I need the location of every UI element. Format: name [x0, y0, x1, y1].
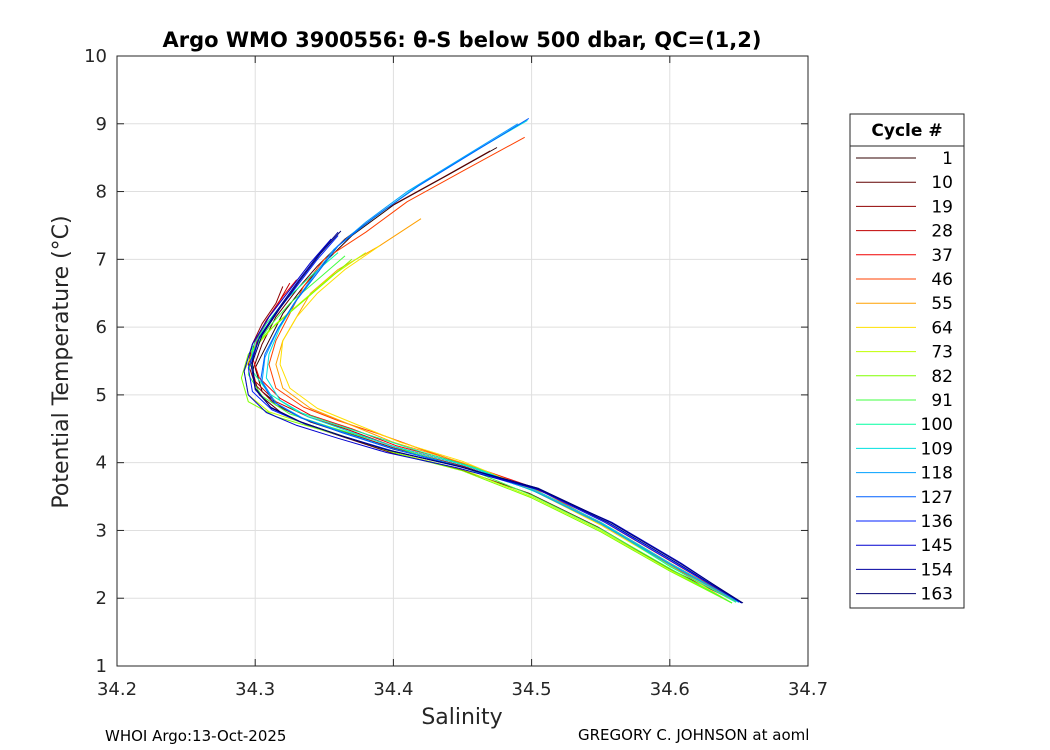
- y-tick-label: 7: [96, 249, 107, 270]
- y-tick-label: 10: [84, 46, 107, 67]
- y-axis-ticks: 1 2 3 4 5 6 7 8 9 10: [84, 46, 808, 677]
- legend-box: [849, 113, 965, 609]
- series-lines: [240, 117, 744, 604]
- legend-title: Cycle #: [871, 121, 942, 141]
- series-line-cycle-163: [251, 230, 744, 604]
- series-line-cycle-46: [268, 136, 740, 603]
- series-line-cycle-118: [261, 123, 740, 603]
- x-tick-label: 34.3: [235, 679, 275, 700]
- chart-title: Argo WMO 3900556: θ-S below 500 dbar, QC…: [163, 28, 762, 52]
- legend-entry-label: 100: [921, 415, 953, 435]
- series-line-cycle-82: [240, 258, 733, 604]
- legend-entry-label: 91: [931, 391, 953, 411]
- y-tick-label: 4: [96, 453, 107, 474]
- legend-entry-label: 145: [921, 536, 953, 556]
- series-line-cycle-55: [275, 218, 737, 603]
- legend-entry-label: 1: [942, 149, 953, 169]
- series-line-cycle-64: [279, 245, 733, 604]
- x-tick-label: 34.6: [650, 679, 690, 700]
- x-tick-label: 34.5: [512, 679, 552, 700]
- legend: Cycle # 1 10 19 28 37 46 55 64 73 82 91 100 109 118 12…: [849, 113, 965, 609]
- legend-entry-label: 82: [931, 367, 953, 387]
- series-line-cycle-1: [254, 147, 740, 603]
- legend-items: 1 10 19 28 37 46 55 64 73 82 91 100 109 118 127 136 145 1…: [856, 149, 953, 605]
- legend-entry-label: 163: [921, 585, 953, 605]
- series-line-cycle-154: [250, 231, 742, 604]
- legend-entry-label: 154: [921, 560, 953, 580]
- legend-entry-label: 64: [931, 318, 953, 338]
- y-tick-label: 8: [96, 182, 107, 203]
- legend-entry-label: 136: [921, 512, 953, 532]
- footer-right: GREGORY C. JOHNSON at aoml: [578, 726, 809, 744]
- y-axis-label: Potential Temperature (°C): [49, 215, 74, 508]
- series-line-cycle-100: [251, 252, 737, 603]
- y-tick-label: 5: [96, 385, 107, 406]
- series-line-cycle-37: [251, 279, 740, 603]
- x-axis-label: Salinity: [421, 705, 502, 730]
- x-tick-label: 34.2: [97, 679, 137, 700]
- footer-left: WHOI Argo:13-Oct-2025: [105, 727, 286, 745]
- x-tick-label: 34.4: [373, 679, 413, 700]
- legend-entry-label: 118: [921, 464, 953, 484]
- series-line-cycle-10: [251, 150, 737, 603]
- legend-entry-label: 55: [931, 294, 953, 314]
- y-tick-label: 6: [96, 317, 107, 338]
- x-axis-ticks: 34.2 34.3 34.4 34.5 34.6 34.7: [97, 56, 828, 700]
- plot-area: [116, 55, 809, 667]
- x-tick-label: 34.7: [788, 679, 828, 700]
- legend-entry-label: 46: [931, 270, 953, 290]
- legend-entry-label: 10: [931, 173, 953, 193]
- y-tick-label: 9: [96, 114, 107, 135]
- grid-lines: [117, 56, 808, 666]
- legend-entry-label: 19: [931, 197, 953, 217]
- legend-entry-label: 109: [921, 439, 953, 459]
- y-tick-label: 2: [96, 588, 107, 609]
- legend-entry-label: 127: [921, 488, 953, 508]
- legend-entry-label: 73: [931, 343, 953, 363]
- y-tick-label: 3: [96, 520, 107, 541]
- legend-entry-label: 37: [931, 246, 953, 266]
- y-tick-label: 1: [96, 656, 107, 677]
- legend-entry-label: 28: [931, 222, 953, 242]
